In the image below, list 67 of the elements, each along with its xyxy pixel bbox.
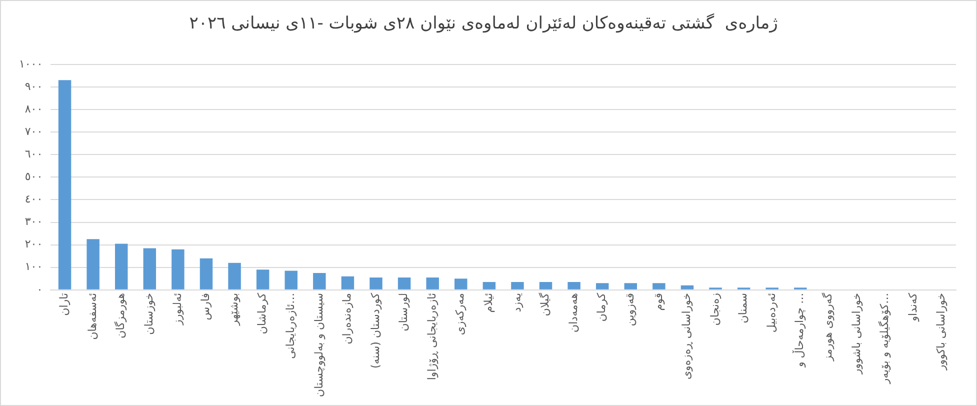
- bar: [482, 282, 496, 290]
- x-tick-label: کوردستان (سنە): [368, 292, 382, 369]
- x-tick-label: سیستان و بەلووچستان: [312, 292, 326, 398]
- x-tick-label: ئیلام: [482, 292, 496, 313]
- x-tick-label: خوراسانی باکوور: [934, 292, 948, 372]
- bar: [172, 249, 184, 290]
- y-tick-label: ٦٠٠: [24, 147, 43, 160]
- x-tick-label: قوم: [652, 292, 665, 311]
- bar: [115, 244, 128, 290]
- y-tick-label: ٧٠٠: [24, 124, 43, 138]
- x-tick-label: کەنداو: [906, 292, 920, 322]
- x-tick-label: خوراسانی ڕەزەوی: [680, 292, 694, 380]
- x-tick-label: زەنجان: [708, 292, 722, 326]
- x-tick-label: بوشێهر: [227, 292, 240, 326]
- x-tick-label: خوراسانی باشوور: [850, 292, 863, 376]
- x-tick-label: مەرکەزی: [454, 292, 467, 336]
- bar: [539, 282, 552, 290]
- x-tick-label: کرمان: [595, 292, 608, 322]
- bar: [256, 270, 270, 290]
- bar: [58, 80, 72, 290]
- bar: [511, 282, 524, 290]
- y-tick-label: ٤٠٠: [24, 192, 43, 206]
- y-tick-label: ٩٠٠: [24, 80, 43, 93]
- y-tick-label: ١٠٠: [24, 260, 43, 274]
- x-tick-label: کۆهگیلۆیە و بۆیەر…: [878, 292, 892, 385]
- x-tick-label: ئەسفەهان: [86, 292, 99, 340]
- x-tick-label: گیلان: [538, 292, 552, 316]
- y-tick-label: ٨٠٠: [24, 102, 43, 116]
- bar: [143, 248, 156, 290]
- y-tick-label: ٣٠٠: [24, 215, 43, 228]
- bar: [200, 258, 213, 290]
- x-tick-label: گەرووی هورمز: [822, 292, 835, 362]
- bar: [680, 285, 694, 290]
- x-tick-label: تاران: [58, 292, 71, 316]
- x-tick-label: یەزد: [510, 292, 524, 312]
- x-tick-label: قەزوین: [623, 292, 636, 326]
- bar: [341, 276, 354, 290]
- bar: [596, 283, 609, 290]
- bar: [313, 273, 326, 290]
- x-tick-label: ئازەربایجانی ڕۆژاوا: [425, 292, 438, 380]
- y-tick-label: ٢٠٠: [24, 238, 43, 251]
- x-tick-label: ئەلبورز: [170, 292, 184, 326]
- bar: [284, 270, 298, 290]
- bar: [454, 278, 468, 290]
- x-tick-label: سمنان: [736, 292, 750, 324]
- y-tick-label: ١٠٠٠: [18, 57, 43, 70]
- bar: [568, 282, 580, 290]
- x-tick-label: خوزستان: [142, 292, 156, 335]
- x-tick-label: لورستان: [397, 292, 410, 332]
- x-tick-label: هەمەدان: [566, 292, 580, 332]
- bar: [370, 278, 382, 290]
- bar: [426, 278, 439, 290]
- x-tick-label: ئازەربایجانی…: [284, 292, 297, 359]
- bar: [652, 283, 666, 290]
- x-tick-label: هورمزگان: [114, 292, 128, 338]
- y-tick-label: ٥٠٠: [24, 170, 43, 184]
- bar: [624, 283, 637, 290]
- x-tick-label: چوارمەحاڵ و …: [792, 292, 806, 368]
- bar: [86, 239, 100, 290]
- y-tick-label: ٠: [36, 282, 43, 296]
- chart-title: ژمارەی گشتی تەقینەوەکان لەئێران لەماوەی نێوان ٢٨ی شوبات -١١ی نیسانی ٢٠٢٦: [189, 12, 778, 34]
- x-tick-label: مازەندەران: [340, 292, 354, 344]
- bar: [228, 262, 241, 290]
- x-tick-label: ئەردەبیل: [764, 292, 778, 333]
- x-tick-label: فارس: [199, 292, 212, 320]
- x-tick-label: کرماشان: [256, 292, 269, 334]
- bar: [398, 278, 411, 290]
